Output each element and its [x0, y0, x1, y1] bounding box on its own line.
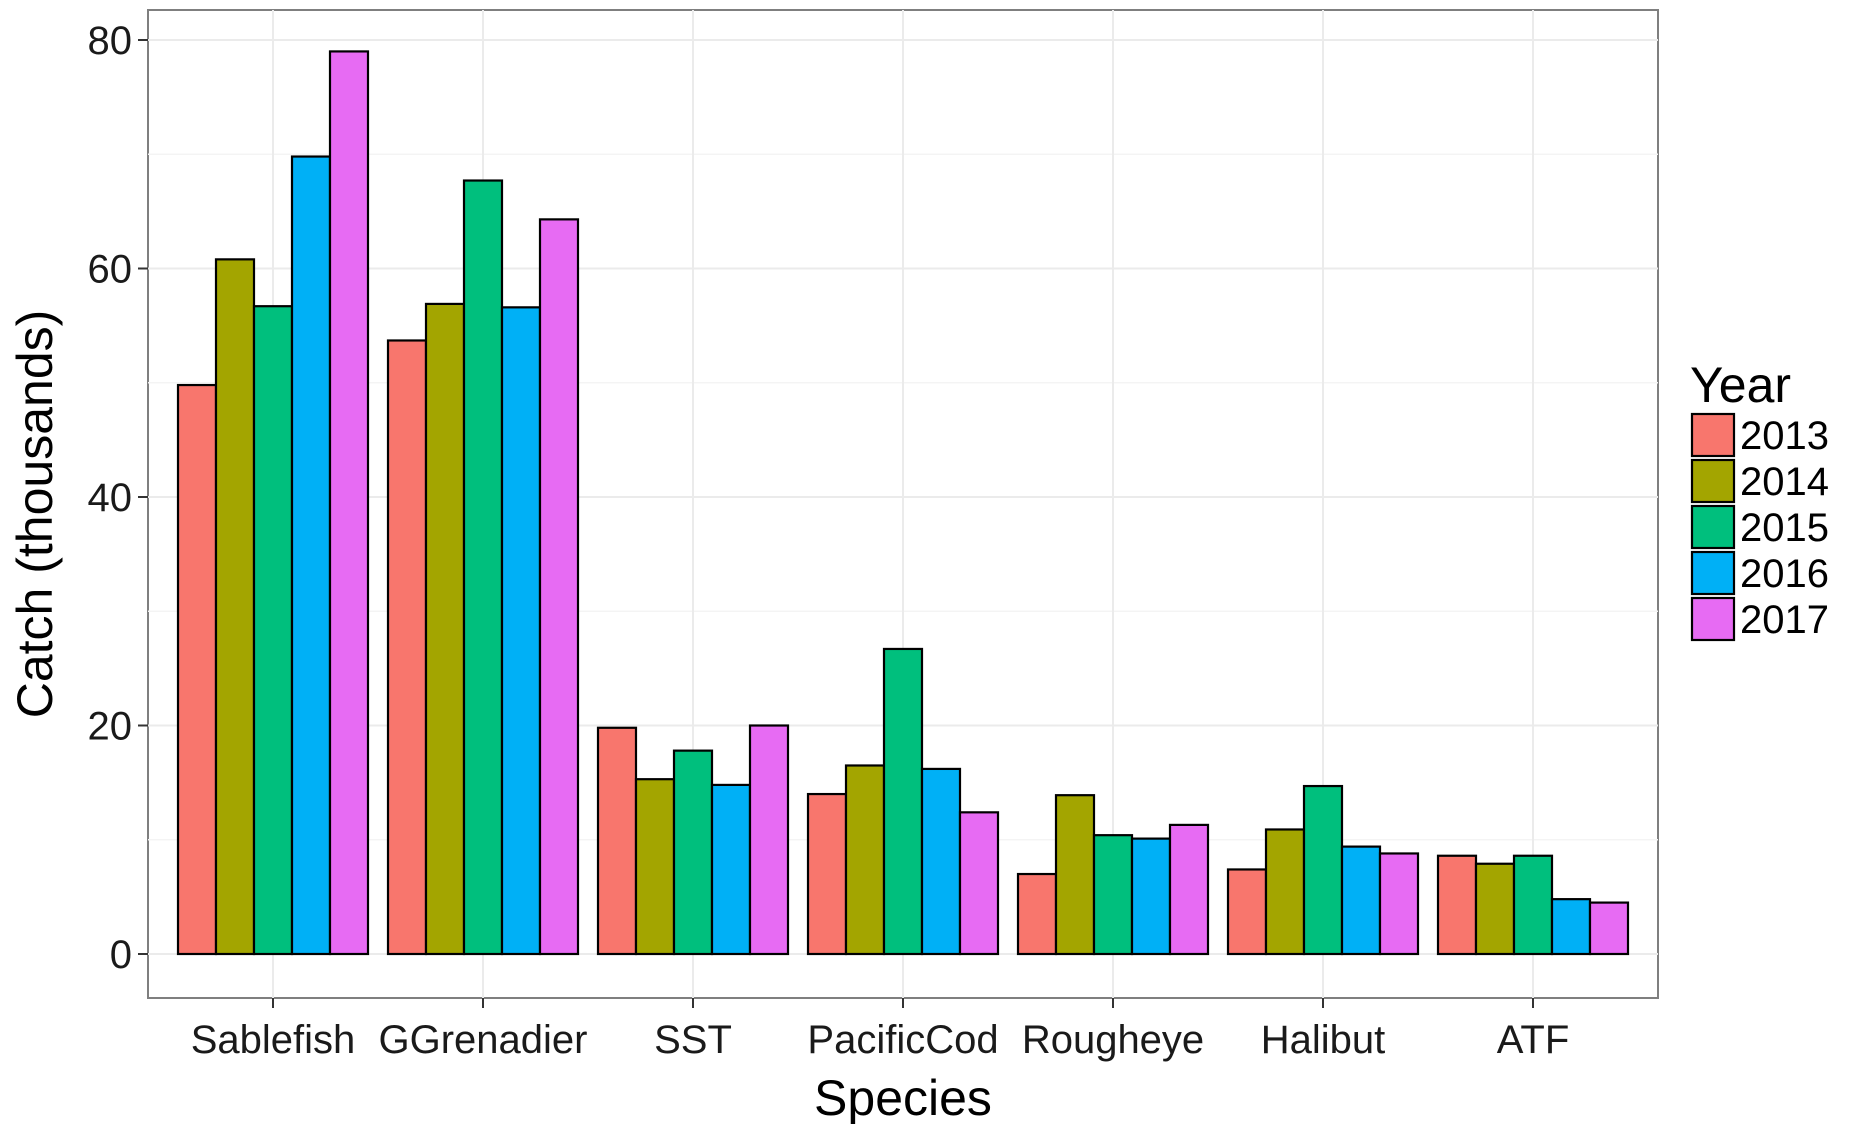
legend-title: Year	[1690, 357, 1791, 413]
bar	[1302, 784, 1344, 956]
bar	[1168, 823, 1210, 956]
x-tick-label: PacificCod	[807, 1018, 998, 1062]
bar	[214, 258, 256, 956]
legend-label: 2013	[1740, 414, 1829, 458]
y-tick-label: 0	[110, 933, 132, 977]
x-tick-label: GGrenadier	[379, 1018, 588, 1062]
legend-key	[1690, 412, 1736, 458]
bars	[176, 50, 1630, 956]
bar	[1474, 862, 1516, 956]
legend-label: 2015	[1740, 506, 1829, 550]
bar	[844, 764, 886, 956]
bar	[290, 155, 332, 956]
x-axis-title: Species	[814, 1070, 992, 1124]
bar	[1340, 845, 1382, 956]
bar	[1054, 794, 1096, 956]
bar	[1588, 901, 1630, 956]
legend-key	[1690, 504, 1736, 550]
bar	[882, 647, 924, 956]
x-tick-label: Sablefish	[191, 1018, 356, 1062]
legend-key	[1690, 596, 1736, 642]
y-tick-label: 80	[88, 19, 133, 63]
bar	[538, 218, 580, 956]
x-tick-label: Rougheye	[1022, 1018, 1204, 1062]
bar	[176, 383, 218, 956]
legend-key	[1690, 550, 1736, 596]
x-tick-label: Halibut	[1261, 1018, 1386, 1062]
bar	[710, 783, 752, 956]
legend-label: 2014	[1740, 460, 1829, 504]
bar	[958, 811, 1000, 956]
bar	[500, 306, 542, 956]
bar	[1264, 828, 1306, 956]
bar	[1512, 854, 1554, 956]
bar	[328, 50, 370, 956]
bar	[1130, 837, 1172, 956]
y-tick-label: 60	[88, 248, 133, 292]
bar	[672, 749, 714, 956]
bar	[634, 778, 676, 956]
x-tick-label: ATF	[1497, 1018, 1570, 1062]
bar	[806, 792, 848, 956]
x-axis: Sablefish GGrenadier SST PacificCod Rougheye…	[191, 998, 1570, 1062]
y-axis: 0 20 40 60 80	[88, 19, 148, 977]
legend-label: 2017	[1740, 598, 1829, 642]
bar	[424, 302, 466, 956]
bar	[1378, 852, 1420, 956]
legend-key	[1690, 458, 1736, 504]
bar	[596, 726, 638, 956]
bar	[386, 339, 428, 956]
bar	[1092, 834, 1134, 956]
y-tick-label: 20	[88, 705, 133, 749]
bar	[920, 767, 962, 956]
legend-label: 2016	[1740, 552, 1829, 596]
y-axis-title: Catch (thousands)	[7, 310, 63, 719]
bar	[1226, 868, 1268, 956]
x-tick-label: SST	[654, 1018, 732, 1062]
bar	[1550, 898, 1592, 956]
bar	[462, 179, 504, 956]
bar	[748, 724, 790, 956]
bar	[252, 305, 294, 956]
bar	[1016, 872, 1058, 956]
y-tick-label: 40	[88, 476, 133, 520]
bar	[1436, 854, 1478, 956]
